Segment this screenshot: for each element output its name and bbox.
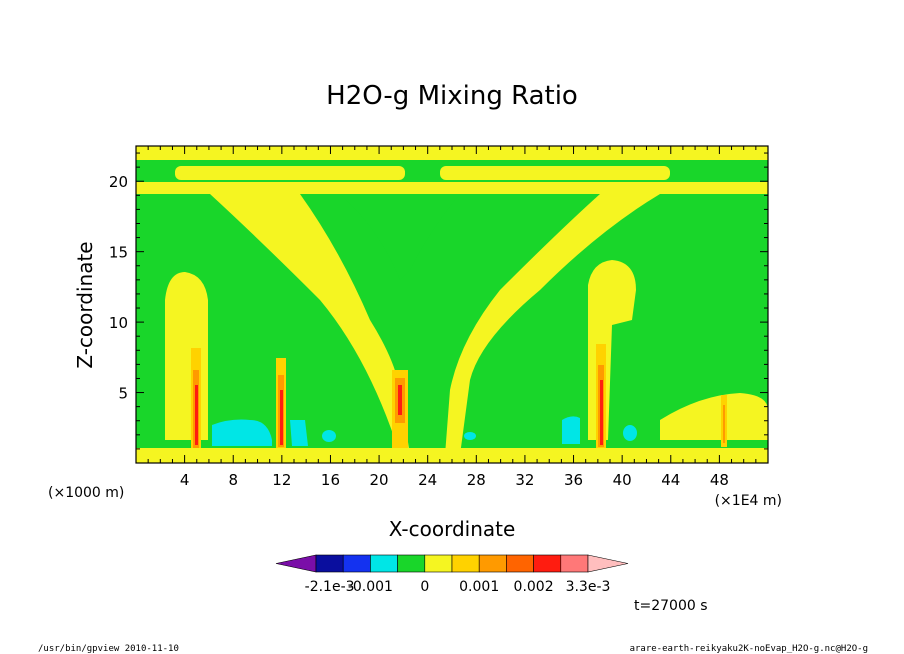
x-tick-label: 24 [418, 471, 437, 489]
colorbar-segment [533, 554, 562, 573]
time-label: t=27000 s [634, 598, 708, 614]
cyan-blob-right [562, 416, 580, 444]
colorbar-segment [370, 554, 398, 573]
colorbar [275, 554, 629, 573]
colorbar-segment [397, 554, 426, 573]
central-yellow-plume [210, 194, 660, 455]
colorbar-tick-labels: -2.1e-3-0.001 0 0.001 0.002 3.3e-3 [305, 579, 611, 595]
colorbar-tick-label: -0.001 [348, 579, 393, 595]
plot-area [136, 146, 768, 463]
x-axis-label: X-coordinate [389, 517, 516, 541]
x-tick-label: 32 [515, 471, 534, 489]
chart-title: H2O-g Mixing Ratio [326, 81, 578, 111]
colorbar-lower-triangle [275, 554, 317, 573]
colorbar-segment [315, 554, 344, 573]
colorbar-tick-label: 3.3e-3 [566, 579, 611, 595]
tropopause-yellow-line [136, 183, 768, 191]
y-tick-label: 15 [109, 244, 128, 262]
footer-left: /usr/bin/gpview 2010-11-10 [38, 644, 179, 654]
colorbar-segment [478, 554, 507, 573]
cyan-blob-right-2 [623, 425, 637, 441]
colorbar-tick-label: 0.002 [514, 579, 554, 595]
y-axis-ticks: 5 10 15 20 [109, 152, 768, 450]
x-tick-label: 12 [272, 471, 291, 489]
colorbar-tick-label: -2.1e-3 [305, 579, 355, 595]
central-green-wedge [340, 194, 460, 280]
upper-yellow-lens-right [440, 166, 670, 180]
x-tick-label: 40 [613, 471, 632, 489]
x-unit-right: (×1E4 m) [715, 493, 782, 509]
y-tick-label: 20 [109, 173, 128, 191]
cyan-blob-left-2 [290, 420, 308, 446]
tower-mid-left [276, 358, 286, 448]
colorbar-segment [560, 554, 589, 573]
x-tick-label: 20 [370, 471, 389, 489]
cyan-blob-center [464, 432, 476, 440]
colorbar-tick-label: 0.001 [459, 579, 499, 595]
colorbar-segment [342, 554, 371, 573]
tower-left [191, 348, 201, 448]
tower-right [596, 344, 606, 448]
tower-far-right [721, 395, 727, 447]
x-tick-label: 36 [564, 471, 583, 489]
y-tick-label: 10 [109, 314, 128, 332]
y-tick-label: 5 [118, 385, 128, 403]
colorbar-segment [424, 554, 453, 573]
cyan-blob-left [212, 419, 272, 446]
x-axis-ticks: 4 8 12 16 20 24 28 32 36 40 44 48 [147, 146, 757, 489]
x-tick-label: 48 [710, 471, 729, 489]
colorbar-tick-label: 0 [420, 579, 429, 595]
x-tick-label: 4 [180, 471, 190, 489]
x-unit-left: (×1000 m) [48, 485, 124, 501]
tower-center [392, 370, 408, 448]
footer-right: arare-earth-reikyaku2K-noEvap_H2O-g.nc@H… [630, 644, 868, 654]
upper-yellow-lens-left [175, 166, 405, 180]
right-yellow-mound [660, 393, 768, 440]
x-tick-label: 28 [467, 471, 486, 489]
colorbar-segment [506, 554, 534, 573]
cyan-blob-small [322, 430, 336, 442]
x-tick-label: 44 [661, 471, 680, 489]
colorbar-segment [451, 554, 480, 573]
x-tick-label: 8 [228, 471, 238, 489]
y-axis-label: Z-coordinate [73, 241, 97, 368]
x-tick-label: 16 [321, 471, 340, 489]
colorbar-upper-triangle [587, 554, 629, 573]
